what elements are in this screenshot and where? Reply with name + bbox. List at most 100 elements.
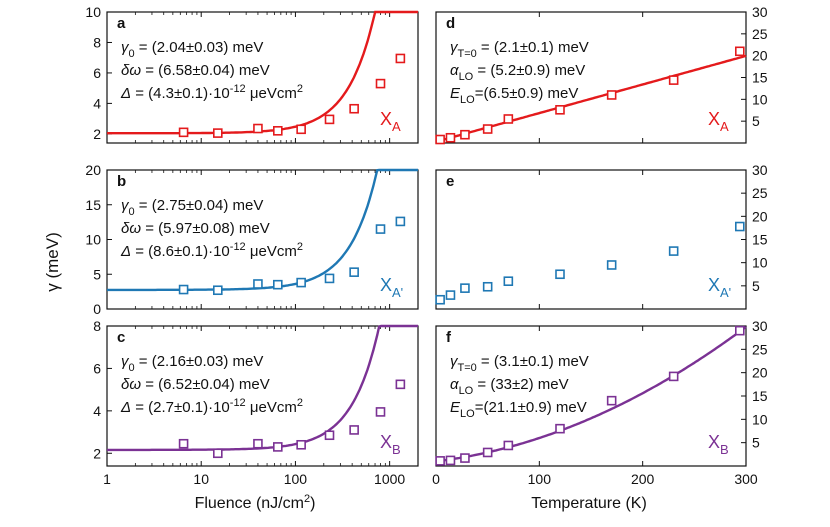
annotation-line: γ0 = (2.75±0.04) meV [121,197,263,218]
x-axis-label-temperature: Temperature (K) [531,495,647,512]
y-tick-label: 20 [752,48,768,64]
y-tick-label: 10 [752,255,768,271]
data-point [213,448,223,459]
panel-frame [106,11,419,144]
panel-c: 1 10 100 1000 2 4 6 8c XB γ0 = (2.16±0.03) meV δω … [93,318,419,487]
panel-label: b [117,173,126,190]
y-tick-label: 25 [752,26,768,42]
data-point [606,395,617,406]
y-tick-label: 6 [93,65,101,81]
x-axis-label-fluence: Fluence (nJ/cm2) [195,493,316,512]
data-point [395,53,406,64]
x-tick-label: 100 [284,471,308,487]
data-point [460,283,470,293]
series-label: XB [708,432,729,457]
data-point [555,423,565,434]
data-point [349,425,359,435]
y-tick-label: 4 [93,95,101,111]
x-tick-label: 1000 [374,471,405,487]
data-point [349,103,359,114]
y-tick-label: 10 [752,411,768,427]
annotation-line: Δ = (8.6±0.1)·10-12 μeVcm2 [120,241,303,260]
annotation-line: ELO=(21.1±0.9) meV [450,399,587,420]
annotation-line: ELO=(6.5±0.9) meV [450,85,578,106]
panel-f: 0 100 200 300 5 10 15 20 25 30 f XB γT=0 = (3.1±0.1)… [432,318,768,487]
y-tick-label: 20 [85,162,101,178]
data-point [460,453,470,463]
y-tick-label: 4 [93,403,101,419]
y-tick-label: 15 [752,70,768,86]
y-tick-label: 2 [93,126,101,142]
annotation-line: γ0 = (2.16±0.03) meV [121,353,263,374]
y-tick-label: 0 [93,301,101,317]
x-tick-label: 0 [432,471,440,487]
y-tick-label: 10 [85,4,101,20]
annotation-line: αLO = (5.2±0.9) meV [450,62,585,83]
data-point [213,128,223,138]
data-point [555,269,565,280]
data-point [482,124,493,134]
data-point [253,123,263,134]
y-tick-label: 10 [752,91,768,107]
data-point [482,447,493,458]
series-label: XA' [380,275,403,300]
annotation-line: Δ = (2.7±0.1)·10-12 μeVcm2 [120,397,303,416]
y-tick-label: 30 [752,318,768,334]
data-point [273,279,283,290]
series-label: XB [380,432,401,457]
x-tick-label: 10 [193,471,209,487]
panel-b: 0 5 10 15 20 b XA' γ0 = (2.75±0.04) meV δω = (5.… [85,162,419,317]
y-tick-label: 8 [93,318,101,334]
y-tick-label: 30 [752,4,768,20]
y-tick-label: 5 [752,435,760,451]
y-tick-label: 8 [93,34,101,50]
y-tick-label: 25 [752,341,768,357]
data-point [375,224,386,234]
data-point [503,114,514,124]
data-point [296,439,306,450]
data-point [503,276,514,287]
x-tick-label: 300 [734,471,758,487]
y-tick-label: 5 [752,113,760,129]
annotation-line: Δ = (4.3±0.1)·10-12 μeVcm2 [120,83,303,102]
x-tick-label: 200 [631,471,655,487]
annotation-line: γ0 = (2.04±0.03) meV [121,39,263,60]
annotation-line: δω = (5.97±0.08) meV [121,220,270,237]
data-point [445,290,456,300]
panel-label: a [117,15,126,32]
annotation-line: δω = (6.52±0.04) meV [121,376,270,393]
y-axis-label: γ (meV) [43,232,62,292]
x-tick-label: 100 [528,471,552,487]
y-tick-label: 2 [93,445,101,461]
panel-label: e [446,173,454,190]
data-point [482,281,493,292]
data-point [253,279,263,289]
data-point [503,440,514,451]
data-point [178,284,189,295]
data-point [668,75,679,85]
panel-frame [435,325,747,467]
y-tick-label: 10 [85,232,101,248]
data-point [213,285,223,296]
data-point [435,456,445,466]
y-tick-label: 25 [752,185,768,201]
data-point [273,126,283,136]
data-point [395,379,406,390]
panel-label: c [117,329,125,346]
panel-label: d [446,15,455,32]
annotation-line: γT=0 = (3.1±0.1) meV [450,353,589,374]
y-tick-label: 5 [93,266,101,282]
data-point [445,132,456,143]
y-tick-label: 30 [752,162,768,178]
data-point [375,78,386,89]
data-point [435,134,445,145]
data-point [349,267,359,277]
y-tick-label: 6 [93,360,101,376]
x-tick-label: 1 [103,471,111,487]
data-point [555,105,565,115]
y-tick-label: 5 [752,278,760,294]
series-label: XA' [708,275,731,300]
annotation-line: δω = (6.58±0.04) meV [121,62,270,79]
data-point [324,273,335,284]
